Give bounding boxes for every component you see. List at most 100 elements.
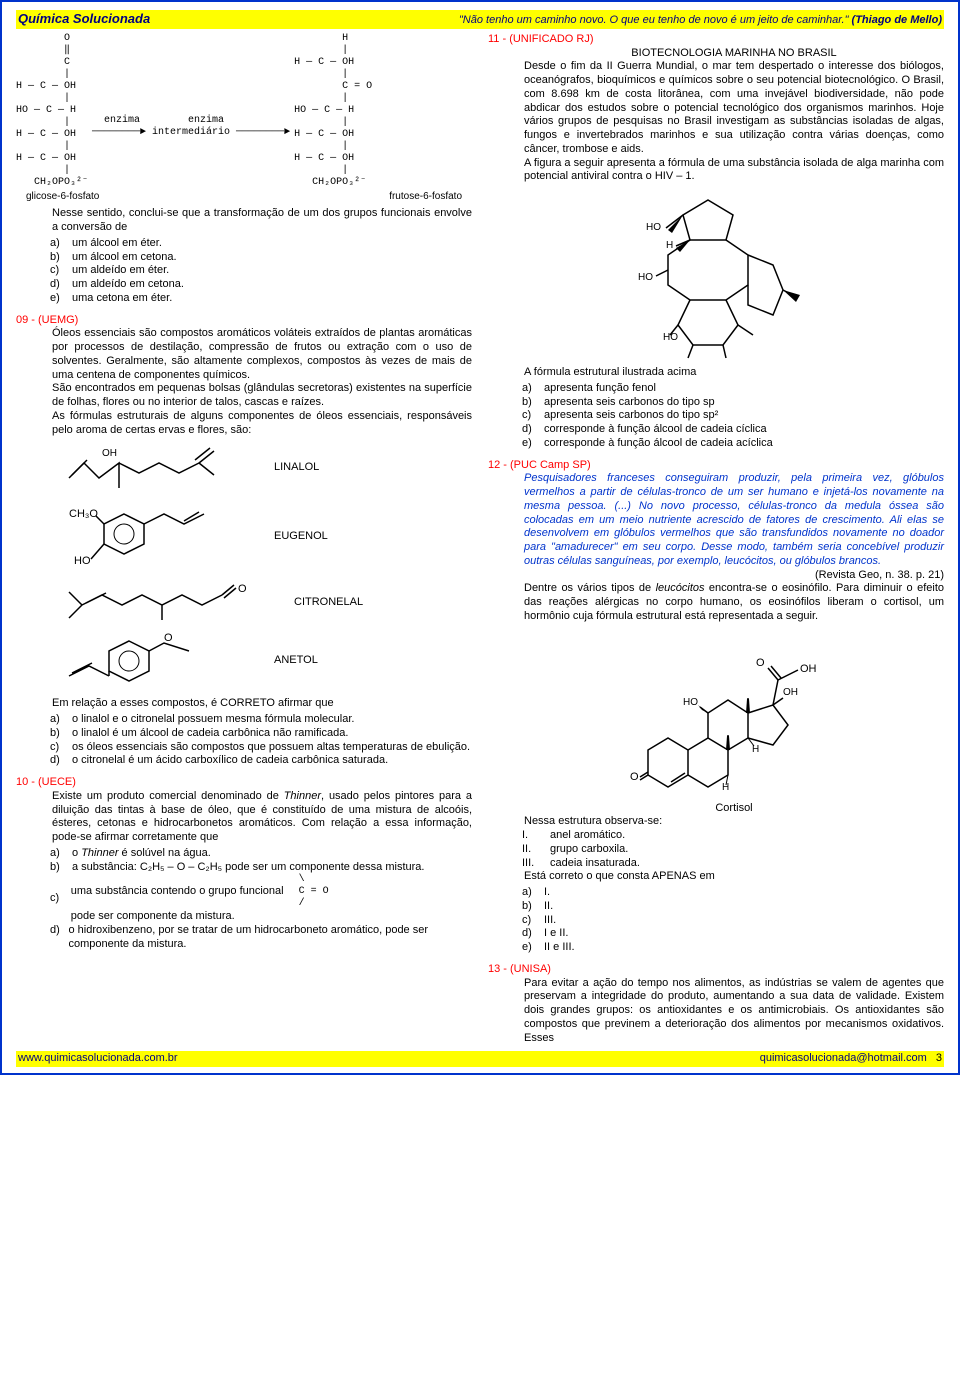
anetol-structure: O bbox=[64, 631, 264, 691]
q8-opt-d: um aldeído em cetona. bbox=[72, 278, 184, 292]
q12-p2: Dentre os vários tipos de leucócitos enc… bbox=[524, 582, 944, 623]
eugenol-structure: CH₃O HO bbox=[64, 499, 264, 574]
svg-text:CH₃O: CH₃O bbox=[69, 508, 98, 520]
q11-title: BIOTECNOLOGIA MARINHA NO BRASIL bbox=[524, 47, 944, 61]
svg-text:HO: HO bbox=[638, 272, 653, 283]
q9-opt-a: o linalol e o citronelal possuem mesma f… bbox=[72, 713, 354, 727]
fructose-structure: H | H — C — OH | C = O | HO — C — H | H … bbox=[294, 33, 372, 189]
page-number: 3 bbox=[936, 1052, 942, 1064]
opt-label: d) bbox=[50, 924, 68, 952]
roman-label: III. bbox=[522, 857, 550, 871]
roman-label: I. bbox=[522, 829, 550, 843]
quote-author: (Thiago de Mello) bbox=[852, 14, 942, 26]
scheme-right-label: frutose-6-fosfato bbox=[389, 191, 462, 204]
q12-molecule: O HO H H OH OH bbox=[628, 630, 944, 800]
q12-p2a: Dentre os vários tipos de bbox=[524, 582, 656, 594]
q9-head: 09 - (UEMG) bbox=[16, 314, 472, 328]
q9-opt-b: o linalol é um álcool de cadeia carbônic… bbox=[72, 727, 348, 741]
q10-options: a)o Thinner é solúvel na água. b)a subst… bbox=[50, 847, 472, 952]
q12-p2b: leucócitos bbox=[656, 582, 705, 594]
q9-p1: Óleos essenciais são compostos aromático… bbox=[52, 327, 472, 382]
q11-p1: Desde o fim da II Guerra Mundial, o mar … bbox=[524, 60, 944, 156]
svg-text:O: O bbox=[238, 583, 247, 595]
opt-label: a) bbox=[50, 237, 72, 251]
opt-label: b) bbox=[50, 251, 72, 265]
q8-options: a)um álcool em éter. b)um álcool em ceto… bbox=[50, 237, 472, 306]
svg-text:O: O bbox=[164, 632, 173, 644]
opt-label: b) bbox=[522, 900, 544, 914]
q12-opt-e: II e III. bbox=[544, 941, 575, 955]
q8-opt-c: um aldeído em éter. bbox=[72, 264, 169, 278]
q9-opt-d: o citronelal é um ácido carboxílico de c… bbox=[72, 754, 388, 768]
q11-p2: A figura a seguir apresenta a fórmula de… bbox=[524, 157, 944, 185]
quote-text: "Não tenho um caminho novo. O que eu ten… bbox=[459, 14, 849, 26]
opt-label: a) bbox=[50, 847, 72, 861]
right-column: 11 - (UNIFICADO RJ) BIOTECNOLOGIA MARINH… bbox=[488, 33, 944, 1046]
q10-opt-d: o hidroxibenzeno, por se tratar de um hi… bbox=[68, 924, 472, 952]
svg-text:H: H bbox=[752, 744, 759, 755]
two-column-layout: O ‖ C | H — C — OH | HO — C — H | H — C … bbox=[16, 33, 944, 1046]
q8-opt-e: uma cetona em éter. bbox=[72, 292, 172, 306]
opt-label: a) bbox=[522, 886, 544, 900]
citronelal-structure: O bbox=[64, 580, 284, 625]
q13-head: 13 - (UNISA) bbox=[488, 963, 944, 977]
q13-p1: Para evitar a ação do tempo nos alimento… bbox=[524, 977, 944, 1046]
q12-opt-d: I e II. bbox=[544, 927, 568, 941]
svg-text:H: H bbox=[722, 782, 729, 793]
q8-opt-a: um álcool em éter. bbox=[72, 237, 162, 251]
q10-opt-c: uma substância contendo o grupo funciona… bbox=[71, 874, 472, 924]
svg-text:HO: HO bbox=[74, 555, 91, 567]
q12-opt-c: III. bbox=[544, 914, 556, 928]
q10-opt-b: a substância: C₂H₅ – O – C₂H₅ pode ser u… bbox=[72, 861, 424, 875]
q12-caption: Cortisol bbox=[524, 802, 944, 816]
opt-label: b) bbox=[50, 861, 72, 875]
q11-opt-b: apresenta seis carbonos do tipo sp bbox=[544, 396, 715, 410]
q9-stem: Em relação a esses compostos, é CORRETO … bbox=[52, 697, 472, 711]
mol4-label: ANETOL bbox=[274, 654, 318, 668]
page-footer: www.quimicasolucionada.com.br quimicasol… bbox=[16, 1051, 944, 1067]
q12-i: anel aromático. bbox=[550, 829, 625, 843]
q10-p1a: Existe um produto comercial denominado d… bbox=[52, 790, 284, 802]
reaction-arrows: enzima enzima ────────► intermediário ──… bbox=[92, 115, 290, 189]
q12-stem2: Está correto o que consta APENAS em bbox=[524, 870, 944, 884]
svg-text:O: O bbox=[756, 657, 765, 669]
mol1-label: LINALOL bbox=[274, 461, 319, 475]
opt-label: a) bbox=[522, 382, 544, 396]
roman-label: II. bbox=[522, 843, 550, 857]
q11-head: 11 - (UNIFICADO RJ) bbox=[488, 33, 944, 47]
svg-text:HO: HO bbox=[646, 222, 661, 233]
q9-options: a)o linalol e o citronelal possuem mesma… bbox=[50, 713, 472, 768]
opt-label: c) bbox=[50, 264, 72, 278]
opt-label: d) bbox=[522, 423, 544, 437]
opt-label: d) bbox=[522, 927, 544, 941]
hiv-antiviral-structure: HO H HO HO bbox=[608, 190, 808, 360]
opt-label: c) bbox=[50, 892, 71, 906]
mol-citronelal: O CITRONELAL bbox=[64, 580, 472, 625]
footer-url: www.quimicasolucionada.com.br bbox=[18, 1052, 178, 1066]
glucose-structure: O ‖ C | H — C — OH | HO — C — H | H — C … bbox=[16, 33, 88, 189]
q8-scheme: O ‖ C | H — C — OH | HO — C — H | H — C … bbox=[16, 33, 472, 204]
opt-label: e) bbox=[50, 292, 72, 306]
q9-molecules: OH LINALOL CH₃O HO EUGENOL bbox=[64, 443, 472, 691]
q11-options: a)apresenta função fenol b)apresenta sei… bbox=[522, 382, 944, 451]
q12-opt-b: II. bbox=[544, 900, 553, 914]
mol3-label: CITRONELAL bbox=[294, 596, 363, 610]
q10-head: 10 - (UECE) bbox=[16, 776, 472, 790]
opt-label: d) bbox=[50, 754, 72, 768]
q11-opt-d: corresponde à função álcool de cadeia cí… bbox=[544, 423, 767, 437]
q12-opt-a: I. bbox=[544, 886, 550, 900]
opt-label: e) bbox=[522, 941, 544, 955]
opt-label: c) bbox=[522, 409, 544, 423]
q9-p2: São encontrados em pequenas bolsas (glân… bbox=[52, 382, 472, 410]
svg-text:O: O bbox=[630, 771, 639, 783]
q11-molecule: HO H HO HO bbox=[608, 190, 944, 360]
opt-label: d) bbox=[50, 278, 72, 292]
q10c-text1: uma substância contendo o grupo funciona… bbox=[71, 885, 284, 899]
opt-label: a) bbox=[50, 713, 72, 727]
mol-anetol: O ANETOL bbox=[64, 631, 472, 691]
q10-p1b: Thinner bbox=[284, 790, 321, 802]
svg-text:HO: HO bbox=[683, 697, 698, 708]
q11-opt-e: corresponde à função álcool de cadeia ac… bbox=[544, 437, 773, 451]
q11-opt-c: apresenta seis carbonos do tipo sp² bbox=[544, 409, 718, 423]
cortisol-structure: O HO H H OH OH bbox=[628, 630, 868, 800]
